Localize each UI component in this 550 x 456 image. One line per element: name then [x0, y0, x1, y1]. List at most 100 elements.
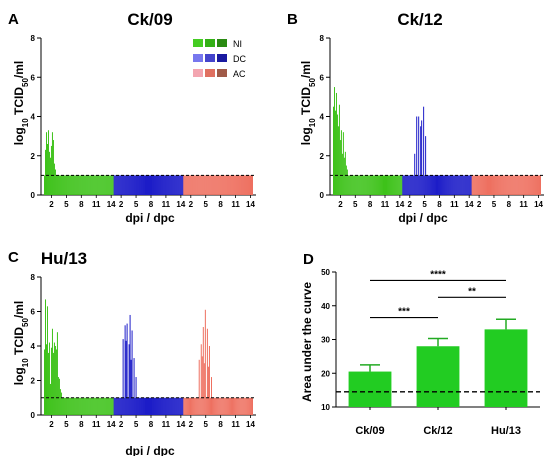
auc-bar — [416, 346, 460, 407]
legend-ni-label: NI — [233, 39, 242, 49]
x-tick-label: 8 — [149, 200, 154, 209]
y-tick-label: 20 — [321, 369, 330, 378]
x-tick-label: 2 — [119, 200, 124, 209]
x-tick-label: 5 — [422, 200, 427, 209]
panel-a-ylabel: log10 TCID50/ml — [12, 61, 30, 146]
panel-c-letter: C — [8, 249, 19, 266]
x-tick-label: 8 — [368, 200, 373, 209]
panel-d-ylabel: Area under the curve — [300, 282, 314, 402]
x-tick-label: 11 — [92, 200, 101, 209]
x-tick-label: 5 — [64, 200, 69, 209]
x-tick-label: 11 — [162, 200, 171, 209]
x-tick-label: Ck/09 — [355, 425, 384, 437]
x-tick-label: 5 — [353, 200, 358, 209]
x-tick-label: 14 — [107, 200, 116, 209]
x-tick-label: 11 — [92, 420, 101, 429]
y-tick-label: 40 — [321, 302, 330, 311]
y-tick-label: 2 — [31, 377, 36, 386]
panel-b-ylabel-text: log10 TCID50/ml — [299, 61, 317, 146]
x-tick-label: 14 — [246, 420, 255, 429]
x-tick-label: 8 — [218, 200, 223, 209]
x-tick-label: 2 — [189, 420, 194, 429]
y-tick-label: 10 — [321, 403, 330, 412]
significance-label: *** — [398, 307, 410, 318]
panel-c-ylabel-text: log10 TCID50/ml — [12, 301, 30, 386]
x-tick-label: 2 — [477, 200, 482, 209]
y-tick-label: 0 — [31, 411, 36, 420]
x-tick-label: 2 — [408, 200, 413, 209]
panel-c: C Hu/13 log10 TCID50/ml dpi / dpc — [8, 249, 175, 456]
y-tick-label: 4 — [31, 342, 36, 351]
legend-ni-swatch-3 — [217, 39, 227, 47]
y-tick-label: 0 — [320, 191, 325, 200]
x-tick-label: 2 — [189, 200, 194, 209]
legend-dc-label: DC — [233, 54, 246, 64]
legend-dc-swatch-1 — [193, 54, 203, 62]
x-tick-label: 8 — [79, 420, 84, 429]
panel-c-ylabel: log10 TCID50/ml — [12, 301, 30, 386]
y-tick-label: 0 — [31, 191, 36, 200]
y-tick-label: 6 — [31, 308, 36, 317]
y-tick-label: 8 — [31, 273, 36, 282]
x-tick-label: Hu/13 — [491, 425, 521, 437]
legend-ac-swatch-1 — [193, 69, 203, 77]
panel-b-letter: B — [287, 11, 298, 28]
x-tick-label: 14 — [395, 200, 404, 209]
auc-bar — [484, 329, 528, 407]
x-tick-label: 2 — [119, 420, 124, 429]
x-tick-label: 11 — [381, 200, 390, 209]
panel-d: D Area under the curve — [300, 251, 314, 402]
x-tick-label: 14 — [107, 420, 116, 429]
panel-c-title: Hu/13 — [41, 249, 87, 268]
x-tick-label: 11 — [162, 420, 171, 429]
panel-b: B Ck/12 log10 TCID50/ml dpi / dpc — [287, 10, 448, 225]
auc-bar — [348, 371, 392, 407]
panel-d-ylabel-text: Area under the curve — [300, 282, 314, 402]
x-tick-label: 5 — [134, 420, 139, 429]
legend-ac-swatch-2 — [205, 69, 215, 77]
x-tick-label: 14 — [176, 200, 185, 209]
panel-b-title: Ck/12 — [397, 10, 442, 29]
y-tick-label: 50 — [321, 268, 330, 277]
x-tick-label: 8 — [437, 200, 442, 209]
y-tick-label: 8 — [320, 34, 325, 43]
y-tick-label: 2 — [31, 152, 36, 161]
panel-a-xlabel: dpi / dpc — [125, 211, 175, 225]
x-tick-label: 11 — [519, 200, 528, 209]
x-tick-label: Ck/12 — [423, 425, 452, 437]
x-tick-label: 8 — [79, 200, 84, 209]
x-tick-label: 8 — [507, 200, 512, 209]
panel-c-xlabel: dpi / dpc — [125, 444, 175, 456]
legend-dc-swatch-2 — [205, 54, 215, 62]
legend-dc-swatch-3 — [217, 54, 227, 62]
legend-ni-swatch-1 — [193, 39, 203, 47]
panel-b-xlabel: dpi / dpc — [398, 211, 448, 225]
panel-a-title: Ck/09 — [127, 10, 172, 29]
x-tick-label: 11 — [231, 420, 240, 429]
panel-a-letter: A — [8, 11, 19, 28]
x-tick-label: 5 — [134, 200, 139, 209]
panel-d-letter: D — [303, 251, 314, 268]
y-tick-label: 6 — [31, 73, 36, 82]
x-tick-label: 11 — [231, 200, 240, 209]
x-tick-label: 2 — [49, 200, 54, 209]
y-tick-label: 6 — [320, 73, 325, 82]
x-tick-label: 2 — [338, 200, 343, 209]
y-tick-label: 30 — [321, 336, 330, 345]
x-tick-label: 5 — [492, 200, 497, 209]
x-tick-label: 5 — [203, 200, 208, 209]
x-tick-label: 8 — [149, 420, 154, 429]
legend-ni-swatch-2 — [205, 39, 215, 47]
y-tick-label: 2 — [320, 152, 325, 161]
x-tick-label: 11 — [450, 200, 459, 209]
x-tick-label: 5 — [203, 420, 208, 429]
x-tick-label: 14 — [246, 200, 255, 209]
legend-ac-label: AC — [233, 69, 246, 79]
panel-a-ylabel-text: log10 TCID50/ml — [12, 61, 30, 146]
